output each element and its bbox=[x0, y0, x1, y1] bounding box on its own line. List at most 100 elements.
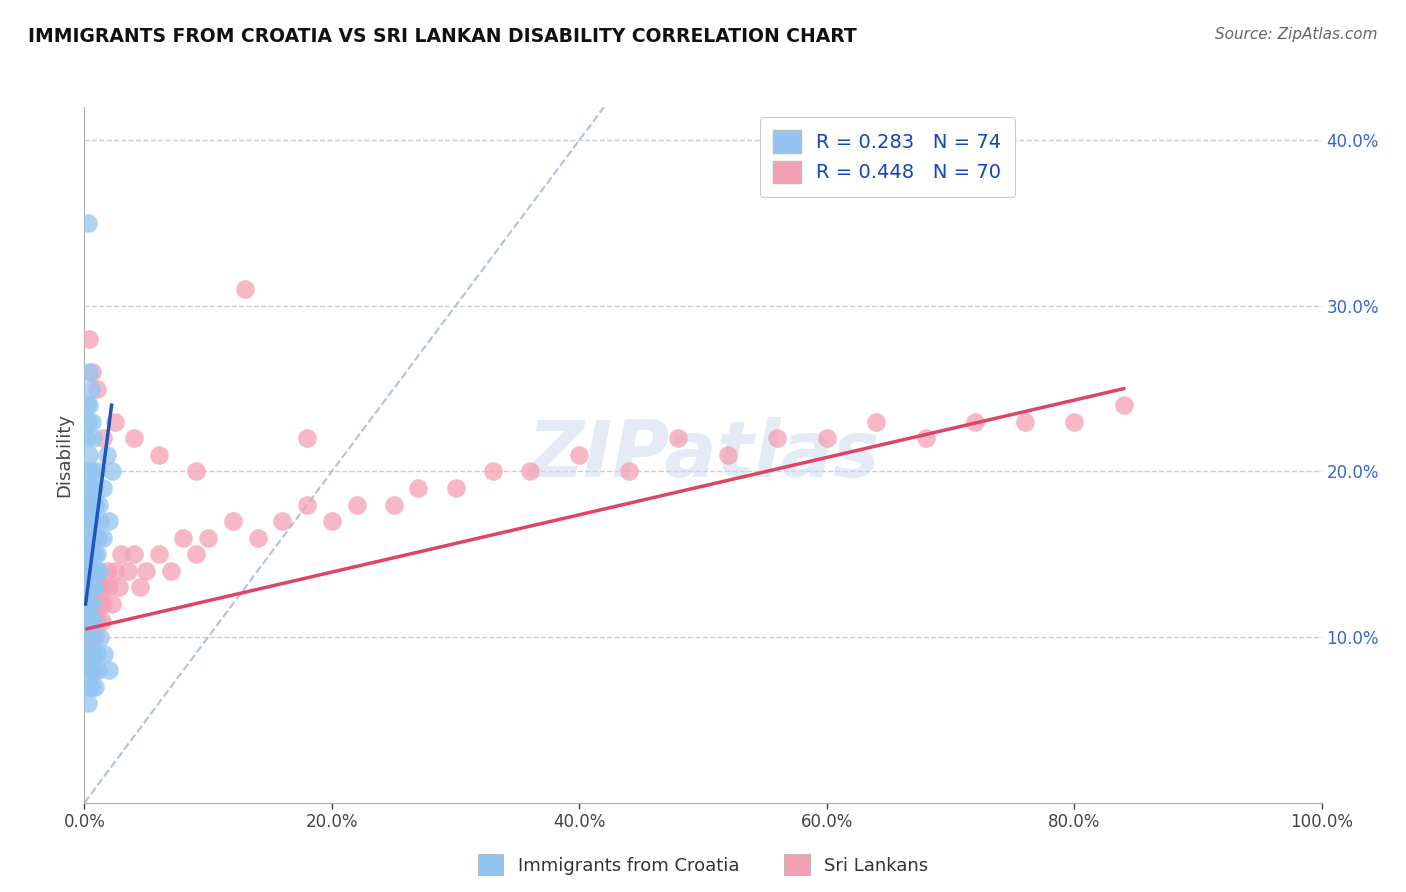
Point bbox=[75, 564, 97, 578]
Point bbox=[481, 465, 503, 479]
Point bbox=[89, 514, 111, 528]
Point bbox=[79, 531, 101, 545]
Point bbox=[82, 597, 104, 611]
Point bbox=[79, 514, 101, 528]
Text: ZIPatlas: ZIPatlas bbox=[527, 417, 879, 493]
Point bbox=[76, 398, 98, 412]
Point bbox=[75, 431, 97, 445]
Point bbox=[104, 415, 127, 429]
Point bbox=[80, 597, 103, 611]
Point bbox=[80, 498, 103, 512]
Point bbox=[865, 415, 887, 429]
Point bbox=[233, 282, 256, 296]
Point bbox=[79, 630, 101, 644]
Point bbox=[77, 216, 100, 230]
Point bbox=[965, 415, 987, 429]
Point bbox=[82, 647, 104, 661]
Point bbox=[82, 564, 104, 578]
Point bbox=[98, 514, 121, 528]
Point bbox=[184, 465, 207, 479]
Point bbox=[91, 481, 114, 495]
Point bbox=[129, 581, 152, 595]
Point bbox=[77, 514, 100, 528]
Point bbox=[79, 663, 101, 677]
Point bbox=[77, 581, 100, 595]
Point bbox=[914, 431, 936, 445]
Point bbox=[77, 697, 100, 711]
Point bbox=[87, 531, 110, 545]
Point bbox=[295, 498, 318, 512]
Point bbox=[222, 514, 245, 528]
Point bbox=[382, 498, 405, 512]
Point bbox=[80, 680, 103, 694]
Point bbox=[79, 597, 101, 611]
Point bbox=[80, 547, 103, 561]
Point bbox=[160, 564, 183, 578]
Point bbox=[82, 514, 104, 528]
Point bbox=[108, 581, 131, 595]
Point bbox=[79, 597, 101, 611]
Point bbox=[83, 614, 105, 628]
Point bbox=[148, 448, 170, 462]
Point bbox=[79, 614, 101, 628]
Point bbox=[82, 630, 104, 644]
Point bbox=[98, 663, 121, 677]
Point bbox=[77, 581, 100, 595]
Point bbox=[79, 365, 101, 379]
Point bbox=[1014, 415, 1036, 429]
Text: Source: ZipAtlas.com: Source: ZipAtlas.com bbox=[1215, 27, 1378, 42]
Point bbox=[82, 614, 104, 628]
Point bbox=[89, 597, 111, 611]
Point bbox=[83, 581, 105, 595]
Point bbox=[76, 481, 98, 495]
Point bbox=[80, 465, 103, 479]
Y-axis label: Disability: Disability bbox=[55, 413, 73, 497]
Point bbox=[135, 564, 157, 578]
Point bbox=[122, 431, 145, 445]
Point bbox=[717, 448, 740, 462]
Point bbox=[80, 564, 103, 578]
Point bbox=[91, 597, 114, 611]
Point bbox=[77, 531, 100, 545]
Point bbox=[79, 581, 101, 595]
Point bbox=[82, 431, 104, 445]
Point bbox=[346, 498, 368, 512]
Point bbox=[80, 415, 103, 429]
Point bbox=[79, 564, 101, 578]
Point bbox=[408, 481, 430, 495]
Point bbox=[100, 597, 122, 611]
Point bbox=[93, 581, 115, 595]
Legend: Immigrants from Croatia, Sri Lankans: Immigrants from Croatia, Sri Lankans bbox=[468, 846, 938, 884]
Point bbox=[815, 431, 838, 445]
Point bbox=[89, 630, 111, 644]
Point bbox=[79, 448, 101, 462]
Point bbox=[79, 547, 101, 561]
Point bbox=[93, 647, 115, 661]
Point bbox=[96, 448, 118, 462]
Point bbox=[80, 365, 103, 379]
Point bbox=[79, 332, 101, 346]
Point bbox=[79, 647, 101, 661]
Point bbox=[1063, 415, 1085, 429]
Point bbox=[77, 581, 100, 595]
Point bbox=[148, 547, 170, 561]
Point bbox=[77, 663, 100, 677]
Point bbox=[117, 564, 139, 578]
Point bbox=[77, 415, 100, 429]
Point bbox=[79, 498, 101, 512]
Point bbox=[86, 564, 108, 578]
Point bbox=[89, 498, 111, 512]
Point bbox=[79, 547, 101, 561]
Point bbox=[83, 663, 105, 677]
Point bbox=[568, 448, 591, 462]
Point bbox=[83, 581, 105, 595]
Point bbox=[184, 547, 207, 561]
Point bbox=[122, 547, 145, 561]
Point bbox=[79, 398, 101, 412]
Point bbox=[519, 465, 541, 479]
Point bbox=[83, 531, 105, 545]
Point bbox=[80, 581, 103, 595]
Point bbox=[79, 382, 101, 396]
Point bbox=[76, 597, 98, 611]
Point bbox=[84, 498, 107, 512]
